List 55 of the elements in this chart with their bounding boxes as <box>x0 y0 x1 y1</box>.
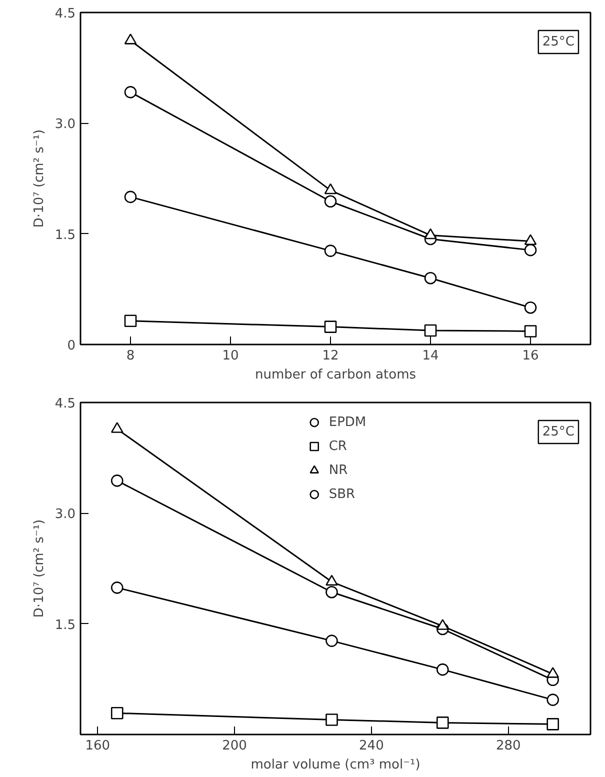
point <box>324 244 337 257</box>
point <box>546 718 559 730</box>
point <box>524 234 537 246</box>
x-tick-label: 280 <box>496 738 521 754</box>
y-tick-label: 0 <box>67 338 76 354</box>
point <box>124 86 137 98</box>
point <box>326 586 338 598</box>
point <box>124 314 137 328</box>
legend-label: NR <box>328 462 349 478</box>
point <box>424 324 437 337</box>
point <box>524 244 537 256</box>
point <box>326 574 338 586</box>
x-axis-title: molar volume (cm³ mol⁻¹) <box>250 758 420 772</box>
point <box>110 706 124 720</box>
point <box>124 34 137 44</box>
y-tick-label: 1.5 <box>54 618 76 633</box>
point <box>524 325 537 338</box>
y-tick-label: 1.5 <box>54 228 76 243</box>
y-axis-title: D·10⁷ (cm² s⁻¹) <box>32 129 47 228</box>
y-tick-label: 3.0 <box>54 117 76 132</box>
y-tick-label: 4.5 <box>54 396 76 412</box>
annotation: 25°C <box>542 424 575 440</box>
x-tick-label: 8 <box>126 348 135 364</box>
x-tick-label: 16 <box>522 348 539 364</box>
y-tick-label: 3.0 <box>54 507 76 522</box>
point <box>546 667 559 678</box>
point <box>324 320 337 333</box>
legend-label: SBR <box>328 486 356 502</box>
point <box>110 582 124 594</box>
x-tick-label: 240 <box>359 738 384 754</box>
y-axis-title: D·10⁷ (cm² s⁻¹) <box>32 519 47 618</box>
point <box>324 195 337 208</box>
legend-label: EPDM <box>328 414 366 430</box>
y-tick-label: 4.5 <box>54 6 76 22</box>
point <box>326 634 338 647</box>
legend-label: CR <box>328 438 348 454</box>
point <box>326 714 338 726</box>
point <box>124 190 137 204</box>
point <box>424 272 437 284</box>
point <box>524 301 537 314</box>
point <box>436 716 449 729</box>
point <box>324 183 337 194</box>
point <box>436 663 449 676</box>
x-tick-label: 14 <box>422 348 439 364</box>
point <box>424 228 437 240</box>
x-tick-label: 10 <box>222 348 239 364</box>
x-tick-label: 12 <box>322 348 339 364</box>
x-tick-label: 160 <box>85 738 110 754</box>
annotation: 25°C <box>542 34 575 50</box>
point <box>436 619 449 630</box>
point <box>546 694 559 706</box>
x-axis-title: number of carbon atoms <box>254 368 416 382</box>
point <box>110 474 124 487</box>
x-tick-label: 200 <box>222 738 247 754</box>
point <box>110 422 124 433</box>
